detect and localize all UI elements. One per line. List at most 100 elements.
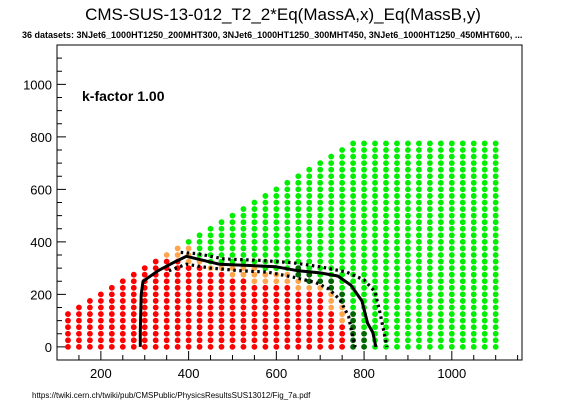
point-allowed <box>448 173 455 180</box>
point-allowed <box>470 199 477 206</box>
point-allowed <box>459 291 466 298</box>
point-allowed <box>426 330 433 337</box>
point-allowed <box>317 252 324 258</box>
point-excluded <box>174 291 181 298</box>
point-allowed <box>492 147 499 153</box>
point-excluded <box>141 330 148 337</box>
point-allowed <box>328 153 335 160</box>
point-allowed <box>350 232 357 239</box>
point-allowed <box>416 330 422 337</box>
point-allowed <box>481 317 488 324</box>
point-allowed <box>339 186 346 193</box>
point-allowed <box>383 311 389 317</box>
point-allowed <box>383 179 389 186</box>
point-excluded <box>97 330 104 337</box>
point-allowed <box>426 304 433 311</box>
point-excluded <box>218 271 225 278</box>
point-allowed <box>361 284 367 291</box>
point-excluded <box>306 330 313 337</box>
point-excluded <box>284 291 291 298</box>
source-url: https://twiki.cern.ch/twiki/pub/CMSPubli… <box>32 391 311 400</box>
point-marginal <box>163 252 170 258</box>
point-excluded <box>185 324 192 331</box>
point-allowed <box>350 147 357 153</box>
point-excluded <box>229 278 236 285</box>
point-allowed <box>372 271 378 278</box>
point-allowed <box>251 212 258 219</box>
point-allowed <box>372 199 378 206</box>
point-excluded <box>152 278 159 285</box>
point-allowed <box>459 298 466 304</box>
point-allowed <box>448 284 455 291</box>
point-allowed <box>405 304 411 311</box>
point-allowed <box>470 278 477 285</box>
point-allowed <box>328 238 335 245</box>
point-allowed <box>262 225 269 232</box>
point-allowed <box>448 343 455 350</box>
point-excluded <box>174 304 181 311</box>
point-allowed <box>350 304 357 311</box>
point-allowed <box>350 238 357 245</box>
point-excluded <box>130 291 137 298</box>
point-allowed <box>426 219 433 226</box>
point-allowed <box>262 232 269 239</box>
point-allowed <box>426 212 433 219</box>
point-allowed <box>372 193 378 199</box>
point-allowed <box>426 271 433 278</box>
point-excluded <box>119 330 126 337</box>
point-excluded <box>196 311 203 317</box>
point-excluded <box>317 324 324 331</box>
point-allowed <box>459 153 466 160</box>
point-excluded <box>251 311 258 317</box>
point-allowed <box>492 206 499 212</box>
point-allowed <box>448 278 455 285</box>
point-allowed <box>383 153 389 160</box>
point-excluded <box>174 324 181 331</box>
point-allowed <box>405 179 411 186</box>
point-excluded <box>163 311 170 317</box>
point-allowed <box>481 199 488 206</box>
point-excluded <box>97 304 104 311</box>
point-excluded <box>273 298 280 304</box>
point-allowed <box>328 206 335 212</box>
point-allowed <box>328 225 335 232</box>
point-allowed <box>394 160 400 167</box>
point-allowed <box>426 186 433 193</box>
point-allowed <box>470 238 477 245</box>
point-excluded <box>163 271 170 278</box>
point-allowed <box>416 304 422 311</box>
point-allowed <box>426 298 433 304</box>
point-allowed <box>481 284 488 291</box>
point-excluded <box>306 311 313 317</box>
point-allowed <box>448 160 455 167</box>
point-allowed <box>470 166 477 173</box>
point-allowed <box>459 258 466 265</box>
point-allowed <box>372 265 378 272</box>
point-excluded <box>207 284 214 291</box>
grid-points <box>65 140 499 350</box>
point-allowed <box>383 225 389 232</box>
point-allowed <box>295 186 302 193</box>
point-allowed <box>383 232 389 239</box>
point-allowed <box>405 166 411 173</box>
point-allowed <box>383 252 389 258</box>
contour-expected-minus <box>168 262 357 348</box>
point-allowed <box>328 193 335 199</box>
point-allowed <box>372 317 378 324</box>
point-allowed <box>273 193 280 199</box>
point-allowed <box>492 258 499 265</box>
point-allowed <box>350 212 357 219</box>
point-allowed <box>262 199 269 206</box>
point-allowed <box>459 173 466 180</box>
point-allowed <box>437 219 444 226</box>
point-allowed <box>394 186 400 193</box>
point-allowed <box>437 284 444 291</box>
point-allowed <box>426 284 433 291</box>
point-excluded <box>229 284 236 291</box>
point-excluded <box>163 317 170 324</box>
point-excluded <box>76 317 82 324</box>
point-allowed <box>383 147 389 153</box>
point-allowed <box>416 193 422 199</box>
point-allowed <box>481 186 488 193</box>
point-allowed <box>437 311 444 317</box>
